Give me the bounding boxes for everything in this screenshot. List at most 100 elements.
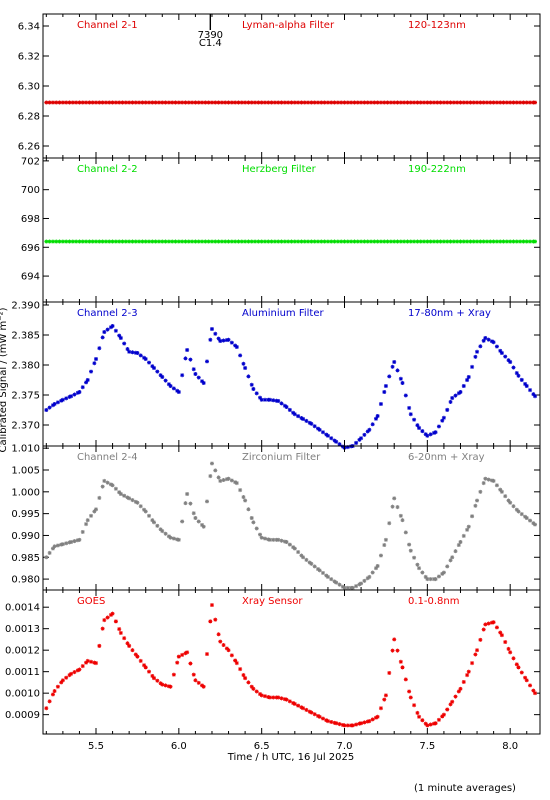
data-point [69, 394, 74, 399]
data-point [216, 475, 221, 480]
data-point [100, 626, 105, 631]
data-point [216, 100, 221, 105]
data-point [441, 100, 446, 105]
data-point [125, 347, 130, 352]
data-point [528, 683, 533, 688]
data-point [514, 371, 519, 376]
data-point [292, 239, 297, 244]
data-point [44, 706, 49, 711]
data-point [89, 513, 94, 518]
data-point [345, 723, 350, 728]
data-point [69, 540, 74, 544]
data-point [412, 555, 417, 560]
data-point [138, 504, 143, 509]
data-point [276, 399, 281, 403]
data-point [135, 654, 140, 659]
y-tick-label: 0.990 [11, 531, 40, 542]
data-point [291, 410, 296, 415]
y-tick-label: 0.0014 [5, 603, 40, 614]
data-point [478, 637, 483, 642]
data-point [253, 239, 258, 244]
data-point [339, 239, 344, 244]
data-point [478, 239, 483, 244]
data-point [92, 361, 97, 366]
data-point [267, 397, 272, 402]
data-point [279, 401, 284, 406]
data-point [335, 239, 340, 244]
data-point [47, 100, 52, 105]
data-point [249, 100, 254, 105]
data-point [180, 519, 185, 524]
data-point [470, 364, 475, 369]
data-point [84, 522, 89, 527]
data-point [417, 714, 422, 719]
data-point [423, 432, 428, 437]
data-point [218, 339, 223, 343]
data-point [518, 100, 523, 105]
data-point [465, 673, 470, 678]
filter-label: Lyman-alpha Filter [242, 20, 335, 31]
data-point [87, 100, 92, 105]
data-point [59, 680, 64, 685]
data-series [44, 324, 538, 450]
data-point [390, 648, 395, 653]
data-point [337, 722, 342, 727]
data-point [166, 382, 171, 387]
data-point [473, 652, 478, 657]
y-tick-label: 702 [21, 156, 40, 167]
data-point [378, 100, 383, 105]
data-point [475, 100, 480, 105]
data-point [113, 486, 118, 491]
data-point [455, 100, 460, 105]
data-point [499, 489, 504, 494]
data-point [143, 665, 148, 670]
panel-frame [42, 301, 541, 447]
data-point [524, 100, 529, 105]
y-tick-label: 0.0010 [5, 689, 40, 700]
band-label: 6-20nm + Xray [408, 452, 485, 463]
data-point [258, 532, 263, 537]
data-point [229, 340, 234, 345]
data-point [373, 566, 378, 571]
data-point [316, 100, 321, 105]
data-point [428, 239, 433, 244]
data-point [431, 100, 436, 105]
data-point [501, 100, 506, 105]
panel-frame [42, 157, 541, 303]
data-point [150, 518, 155, 523]
data-point [191, 511, 196, 516]
data-point [50, 239, 55, 244]
data-point [133, 239, 138, 244]
data-point [533, 522, 538, 527]
data-point [229, 478, 234, 483]
data-point [233, 239, 238, 244]
data-point [266, 239, 271, 244]
data-point [271, 695, 276, 700]
data-point [466, 375, 471, 379]
data-point [378, 553, 383, 558]
data-point [491, 100, 496, 105]
data-point [223, 239, 228, 244]
data-point [171, 536, 176, 541]
data-point [465, 378, 470, 382]
data-point [312, 100, 317, 105]
data-point [418, 100, 423, 105]
data-point [186, 100, 191, 105]
data-point [501, 239, 506, 244]
data-point [528, 388, 533, 393]
data-point [208, 619, 213, 624]
data-point [382, 697, 387, 702]
data-point [218, 639, 223, 644]
data-point [52, 544, 57, 549]
data-series [44, 461, 538, 590]
data-point [180, 652, 185, 657]
data-point [408, 548, 413, 553]
data-point [205, 359, 210, 364]
data-point [60, 397, 65, 402]
data-point [75, 668, 80, 673]
data-point [306, 239, 311, 244]
x-tick-label: 7.5 [419, 741, 435, 752]
data-point [52, 402, 57, 406]
data-point [243, 100, 248, 105]
data-point [357, 437, 362, 442]
